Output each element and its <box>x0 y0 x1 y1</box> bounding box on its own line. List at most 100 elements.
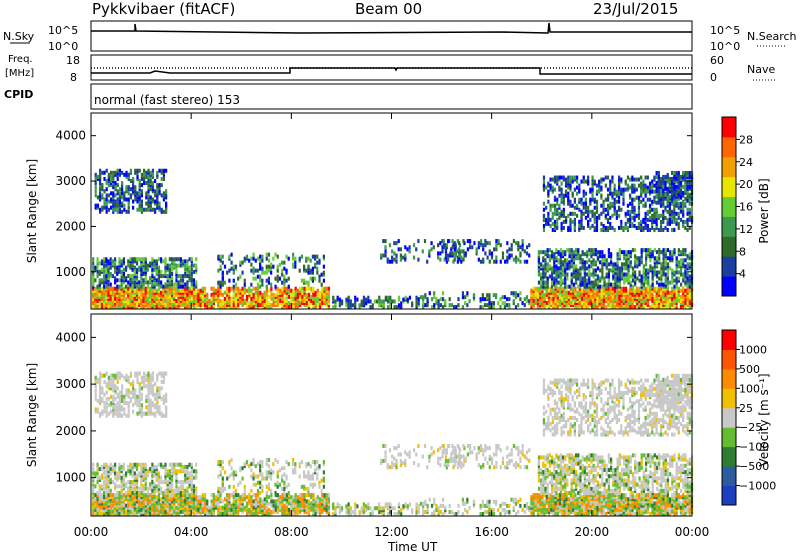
power-cell <box>580 215 583 220</box>
power-cell <box>521 243 524 248</box>
power-cell <box>303 303 306 308</box>
power-cell <box>568 248 571 253</box>
power-cell <box>631 292 634 297</box>
power-cell <box>316 296 319 301</box>
velocity-cell <box>177 505 180 510</box>
power-cell <box>217 290 220 295</box>
power-cell <box>559 268 562 273</box>
power-cell <box>257 290 260 295</box>
power-cell <box>162 284 165 289</box>
power-cell <box>613 303 617 308</box>
power-cell <box>594 288 597 293</box>
power-cell <box>664 272 667 277</box>
power-cell <box>168 294 171 299</box>
power-cell <box>684 268 687 273</box>
power-cell <box>140 183 144 188</box>
power-cell <box>261 282 264 287</box>
power-cell <box>188 290 191 295</box>
power-cell <box>124 284 128 289</box>
power-cell <box>475 251 478 256</box>
power-cell <box>631 284 635 289</box>
power-cell <box>664 174 667 179</box>
power-cell <box>160 294 163 299</box>
power-cell <box>606 217 610 222</box>
power-cell <box>540 272 543 277</box>
power-cell <box>138 195 141 200</box>
power-cell <box>484 251 487 256</box>
power-cell <box>613 205 616 210</box>
power-cell <box>316 260 319 265</box>
power-cell <box>546 248 549 253</box>
power-cell <box>494 293 498 298</box>
power-cell <box>572 290 575 295</box>
power-cell <box>651 276 654 281</box>
power-cell <box>541 305 544 310</box>
power-cell <box>116 189 119 194</box>
power-cell <box>354 299 357 304</box>
power-cell <box>157 298 161 303</box>
power-cell <box>598 179 601 184</box>
power-cell <box>254 305 257 310</box>
velocity-cell <box>120 505 123 510</box>
velocity-cell <box>142 495 145 500</box>
power-cell <box>659 192 663 197</box>
power-cell <box>677 270 680 275</box>
power-cell <box>631 199 634 204</box>
power-cell <box>631 294 634 299</box>
power-cell <box>466 247 469 252</box>
power-cell <box>168 276 171 281</box>
power-cell <box>223 303 227 308</box>
power-cell <box>206 296 209 301</box>
power-cell <box>121 203 124 208</box>
velocity-cell <box>166 507 169 512</box>
power-cell <box>611 300 614 305</box>
power-cell <box>312 288 315 293</box>
power-cell <box>618 303 621 308</box>
power-cell <box>135 284 139 289</box>
power-cell <box>556 179 559 184</box>
velocity-cell <box>144 471 147 476</box>
power-cell <box>175 303 178 308</box>
power-cell <box>664 292 667 297</box>
power-cell <box>664 266 667 271</box>
power-cell <box>188 292 191 297</box>
power-cell <box>620 303 623 308</box>
power-cell <box>550 296 553 301</box>
power-cell <box>451 253 454 258</box>
power-cell <box>635 296 639 301</box>
power-cell <box>686 300 689 305</box>
power-cell <box>592 252 595 257</box>
power-cell <box>153 280 156 285</box>
power-cell <box>558 205 561 210</box>
power-cell <box>561 294 564 299</box>
power-cell <box>103 170 106 175</box>
power-cell <box>105 209 108 214</box>
power-cell <box>406 297 409 302</box>
power-cell <box>181 288 185 293</box>
power-cell <box>585 282 589 287</box>
velocity-cell <box>195 507 198 512</box>
velocity-cell <box>133 490 136 495</box>
power-cell <box>649 250 652 255</box>
power-cell <box>651 201 654 206</box>
power-cell <box>133 300 136 305</box>
power-cell <box>257 305 260 310</box>
power-cell <box>428 251 431 256</box>
power-cell <box>382 253 385 258</box>
power-cell <box>622 227 625 232</box>
power-cell <box>582 201 585 206</box>
power-cell <box>138 185 141 190</box>
power-cell <box>217 286 220 291</box>
power-cell <box>112 179 115 184</box>
velocity-cell <box>144 493 147 498</box>
power-cell <box>537 260 541 265</box>
power-cell <box>686 276 689 281</box>
power-cell <box>593 197 596 202</box>
power-cell <box>129 265 132 270</box>
power-cell <box>307 296 311 301</box>
power-cell <box>503 301 507 306</box>
velocity-cell <box>133 509 136 514</box>
power-cell <box>96 300 99 305</box>
power-cell <box>651 179 654 184</box>
power-cell <box>649 256 652 261</box>
